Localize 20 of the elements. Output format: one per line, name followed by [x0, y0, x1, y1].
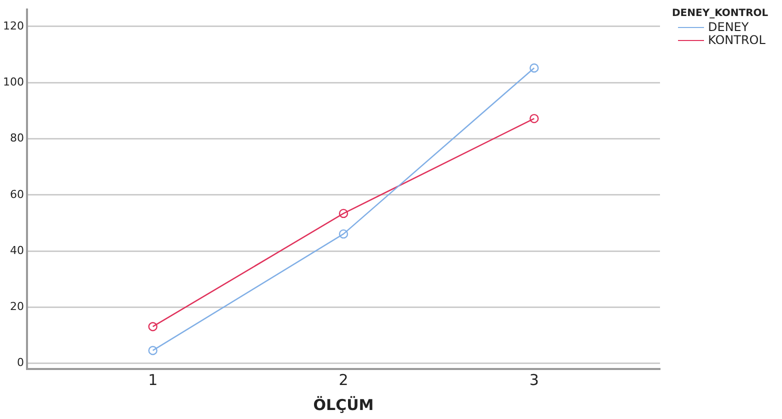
y-tick-label: 100 — [2, 75, 24, 88]
point — [530, 63, 539, 73]
point — [338, 229, 348, 239]
point — [530, 114, 539, 124]
x-tick-label: 3 — [529, 370, 539, 389]
y-tick-label: 40 — [10, 244, 24, 257]
y-tick-label: 120 — [2, 19, 24, 32]
point — [148, 322, 158, 332]
y-tick-label: 20 — [10, 300, 24, 314]
x-axis-title: ÖLÇÜM — [313, 396, 374, 414]
point — [148, 346, 158, 356]
legend-label: KONTROL — [708, 33, 766, 47]
point — [338, 208, 348, 218]
legend-label: DENEY — [708, 20, 749, 34]
x-tick-label: 1 — [148, 370, 158, 389]
y-tick-label: 0 — [16, 356, 24, 370]
y-tick-label: 80 — [10, 132, 24, 145]
legend-title: DENEY_KONTROL — [672, 8, 768, 19]
y-tick-label: 60 — [10, 188, 24, 201]
x-tick-label: 2 — [338, 370, 348, 389]
